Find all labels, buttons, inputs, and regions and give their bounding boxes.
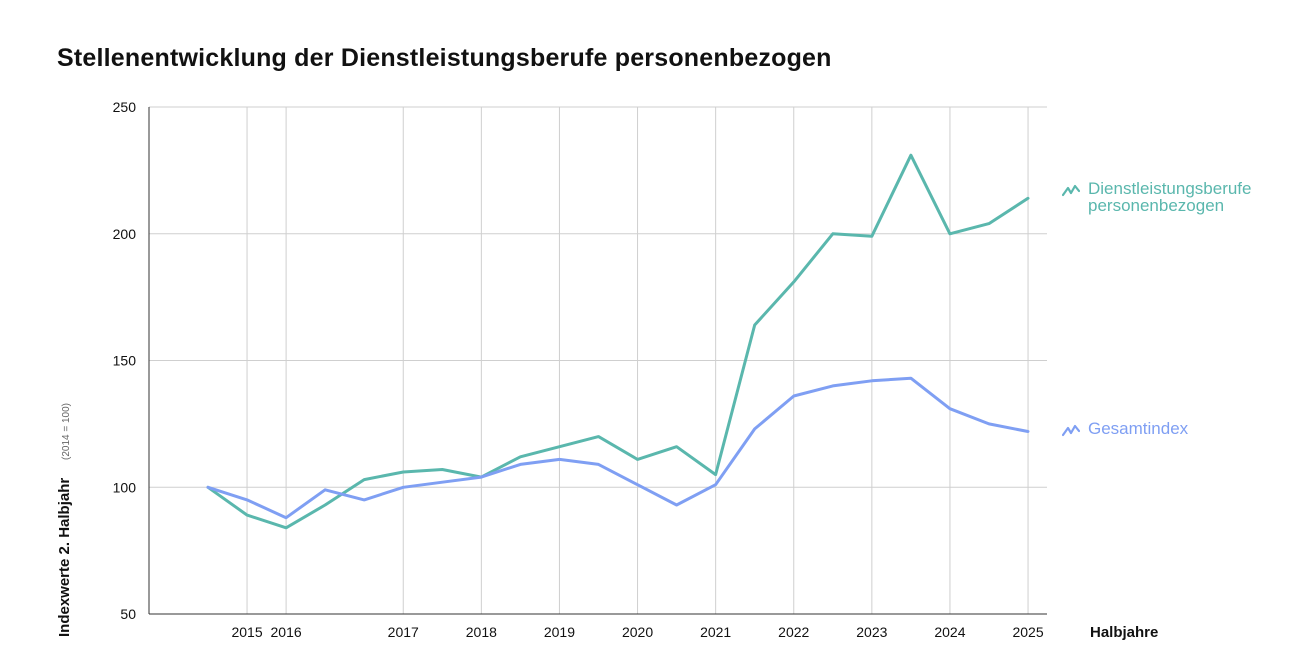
x-tick-label: 2025	[1012, 624, 1043, 640]
series-line-gesamtindex	[206, 376, 1030, 520]
x-tick-label: 2023	[856, 624, 887, 640]
series-line-dienstleistungsberufe	[206, 153, 1030, 530]
tick-labels: 50 100 150 200 250 2015 2016 2017 2018 2019 2020 20…	[113, 99, 1044, 640]
axes	[148, 107, 1047, 615]
x-tick-label: 2016	[271, 624, 302, 640]
y-tick-label: 250	[113, 99, 137, 115]
x-tick-label: 2015	[231, 624, 262, 640]
chart-title: Stellenentwicklung der Dienstleistungsbe…	[57, 44, 832, 72]
legend-label: Dienstleistungsberufe personenbezogen	[1088, 179, 1252, 215]
x-tick-label: 2021	[700, 624, 731, 640]
series-lines	[206, 153, 1030, 530]
y-tick-label: 50	[120, 606, 136, 622]
legend-label: Gesamtindex	[1088, 419, 1189, 438]
x-tick-label: 2018	[466, 624, 497, 640]
y-axis-title: Indexwerte 2. Halbjahr	[56, 478, 73, 637]
x-tick-label: 2020	[622, 624, 653, 640]
y-tick-label: 150	[113, 353, 137, 369]
x-tick-label: 2022	[778, 624, 809, 640]
y-axis-subtitle: (2014 = 100)	[61, 403, 72, 460]
x-tick-label: 2019	[544, 624, 575, 640]
trend-line-icon	[1062, 424, 1080, 437]
grid	[149, 106, 1047, 614]
x-tick-label: 2017	[388, 624, 419, 640]
y-tick-label: 100	[113, 479, 137, 495]
y-axis-title-group: Indexwerte 2. Halbjahr (2014 = 100)	[56, 403, 73, 637]
y-tick-label: 200	[113, 226, 137, 242]
x-axis-title: Halbjahre	[1090, 624, 1158, 641]
x-tick-label: 2024	[934, 624, 965, 640]
trend-line-icon	[1062, 184, 1080, 197]
